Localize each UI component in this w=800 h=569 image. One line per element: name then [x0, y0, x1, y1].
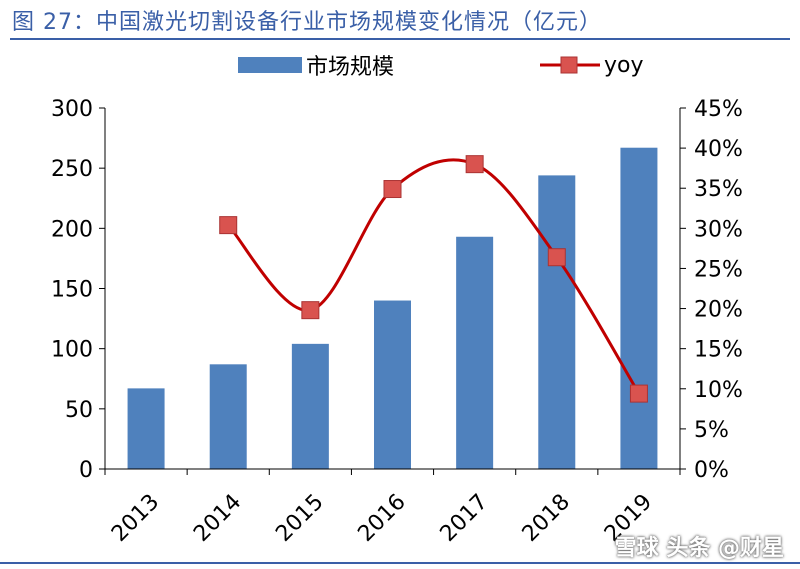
x-tick-label: 2015 — [271, 490, 328, 547]
y-left-tick-label: 150 — [51, 278, 93, 303]
yoy-marker-2014 — [219, 216, 238, 235]
y-right-tick-label: 20% — [694, 298, 743, 323]
title-divider — [10, 38, 790, 40]
x-tick-label: 2014 — [189, 490, 246, 547]
y-left-tick-label: 50 — [65, 398, 93, 423]
legend-swatch-marker — [560, 56, 578, 74]
yoy-marker-2018 — [547, 248, 566, 267]
x-tick-label: 2013 — [107, 490, 164, 547]
x-tick-label: 2016 — [353, 490, 410, 547]
y-right-tick-label: 25% — [694, 257, 743, 282]
yoy-line — [227, 158, 641, 395]
y-right-tick-label: 10% — [694, 378, 743, 403]
bar-2014 — [209, 364, 247, 469]
y-right-tick-label: 5% — [694, 418, 729, 443]
x-tick-label: 2018 — [518, 490, 575, 547]
y-left-tick-label: 100 — [51, 338, 93, 363]
bar-2015 — [291, 343, 329, 469]
bottom-divider — [0, 562, 800, 564]
y-right-tick-label: 40% — [694, 137, 743, 162]
legend-label-bar: 市场规模 — [306, 55, 394, 80]
y-right-tick-label: 0% — [694, 458, 729, 483]
y-left-tick-label: 200 — [51, 217, 93, 242]
bar-2019 — [620, 147, 658, 469]
legend-swatch-bar — [238, 57, 302, 73]
y-left-tick-label: 300 — [51, 97, 93, 122]
bar-2018 — [538, 175, 576, 470]
bar-2017 — [456, 236, 494, 469]
yoy-marker-2019 — [629, 384, 648, 403]
x-tick-label: 2017 — [436, 490, 493, 547]
y-right-tick-label: 30% — [694, 217, 743, 242]
bar-2016 — [374, 300, 411, 469]
y-right-tick-label: 45% — [694, 97, 743, 122]
line-series — [219, 155, 648, 403]
yoy-marker-2017 — [465, 155, 484, 174]
y-left-tick-label: 250 — [51, 157, 93, 182]
yoy-marker-2015 — [301, 301, 320, 320]
legend-label-line: yoy — [604, 53, 644, 78]
bar-2013 — [127, 388, 165, 469]
y-right-tick-label: 15% — [694, 338, 743, 363]
page-title: 图 27：中国激光切割设备行业市场规模变化情况（亿元） — [12, 10, 602, 35]
bar-series — [127, 147, 658, 470]
y-right-tick-label: 35% — [694, 177, 743, 202]
y-left-tick-label: 0 — [79, 458, 93, 483]
yoy-marker-2016 — [383, 180, 402, 199]
watermark: 雪球 头条 @财星 — [614, 536, 784, 561]
legend: 市场规模 yoy — [238, 53, 644, 80]
